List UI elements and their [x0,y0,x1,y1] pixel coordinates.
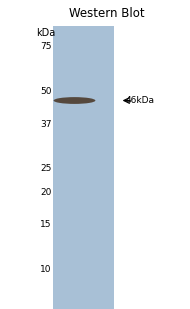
Text: 10: 10 [40,265,51,274]
Text: 20: 20 [40,188,51,197]
Text: 75: 75 [40,42,51,51]
Text: 46kDa: 46kDa [125,96,154,105]
Text: 37: 37 [40,120,51,129]
Ellipse shape [54,97,95,104]
Text: 25: 25 [40,163,51,172]
Text: kDa: kDa [36,28,55,38]
Bar [53,26,114,309]
Text: Western Blot: Western Blot [69,7,144,20]
Text: 50: 50 [40,87,51,96]
Text: 15: 15 [40,220,51,229]
